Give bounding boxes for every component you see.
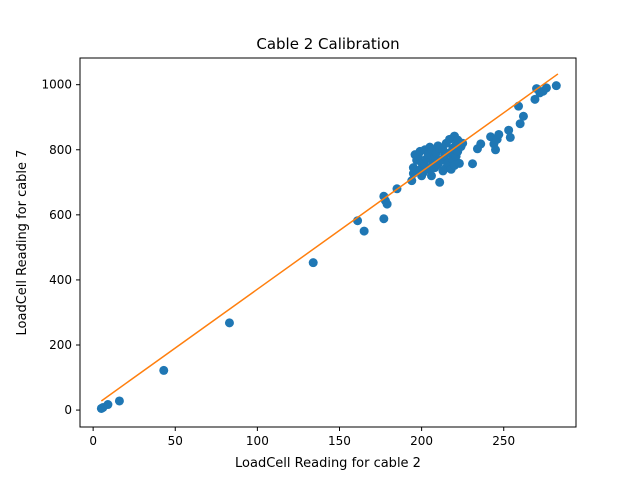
fit-line — [100, 73, 559, 402]
plot-area — [96, 73, 561, 413]
data-point — [515, 119, 525, 129]
data-point — [505, 132, 515, 142]
x-tick-label: 0 — [89, 434, 97, 448]
y-tick-label: 400 — [49, 273, 72, 287]
axis-ticks: 0 50 100 150 200 250 0 200 400 600 800 1000 — [41, 78, 515, 448]
data-point — [103, 400, 113, 410]
y-tick-label: 0 — [64, 403, 72, 417]
x-tick-label: 50 — [168, 434, 183, 448]
data-point — [476, 139, 486, 149]
data-point — [491, 145, 501, 155]
data-point — [551, 81, 561, 91]
data-point — [504, 125, 514, 135]
data-point — [407, 176, 417, 186]
data-point — [308, 258, 318, 268]
x-tick-label: 100 — [246, 434, 269, 448]
y-tick-label: 1000 — [41, 78, 72, 92]
y-tick-label: 800 — [49, 143, 72, 157]
data-point — [530, 94, 540, 104]
data-point — [494, 129, 504, 139]
plot-frame — [79, 57, 577, 428]
data-point — [454, 158, 464, 168]
x-axis-label: LoadCell Reading for cable 2 — [235, 456, 421, 471]
y-tick-label: 600 — [49, 208, 72, 222]
y-axis-label: LoadCell Reading for cable 7 — [15, 150, 30, 336]
x-tick-label: 150 — [328, 434, 351, 448]
data-point — [224, 318, 234, 328]
data-point — [382, 199, 392, 209]
chart-title: Cable 2 Calibration — [256, 35, 399, 53]
x-tick-label: 250 — [492, 434, 515, 448]
data-point — [435, 177, 445, 187]
data-point — [359, 226, 369, 236]
y-tick-label: 200 — [49, 338, 72, 352]
data-point — [426, 171, 436, 181]
data-point — [114, 396, 124, 406]
data-point — [379, 214, 389, 224]
data-point — [541, 83, 551, 93]
data-point — [159, 365, 169, 375]
data-point — [518, 111, 528, 121]
x-tick-label: 200 — [410, 434, 433, 448]
data-point — [468, 159, 478, 169]
